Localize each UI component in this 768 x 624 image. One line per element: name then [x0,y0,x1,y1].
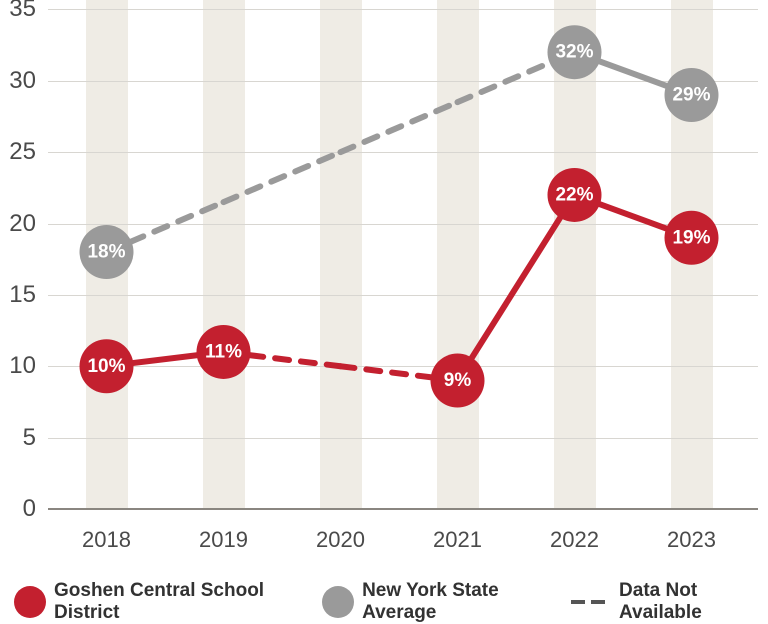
legend-item: Goshen Central School District [14,580,304,624]
legend-label: Data Not Available [619,580,764,624]
legend-label: Goshen Central School District [54,580,304,624]
series-point-label-nys: 29% [672,85,710,106]
line-chart: 0510152025303520182019202020212022202310… [0,0,768,624]
series-point-label-goshen: 19% [672,227,710,248]
legend-dash-icon [571,600,611,604]
series-point-label-goshen: 11% [205,341,242,362]
plot-svg: 10% 11% 9% 22% 19% 18% 32% 29% [0,0,768,624]
series-line-nys [224,152,341,202]
series-line-nys [341,102,458,152]
legend: Goshen Central School District New York S… [0,580,768,624]
series-point-label-nys: 32% [555,42,593,63]
series-point-label-goshen: 10% [87,356,125,377]
legend-item: Data Not Available [571,580,764,624]
series-point-label-goshen: 22% [555,184,593,205]
legend-label: New York State Average [362,580,553,624]
series-line-goshen [458,195,575,381]
legend-swatch [322,586,354,618]
series-point-label-goshen: 9% [444,370,472,391]
legend-item: New York State Average [322,580,553,624]
legend-swatch [14,586,46,618]
series-point-label-nys: 18% [87,242,125,263]
